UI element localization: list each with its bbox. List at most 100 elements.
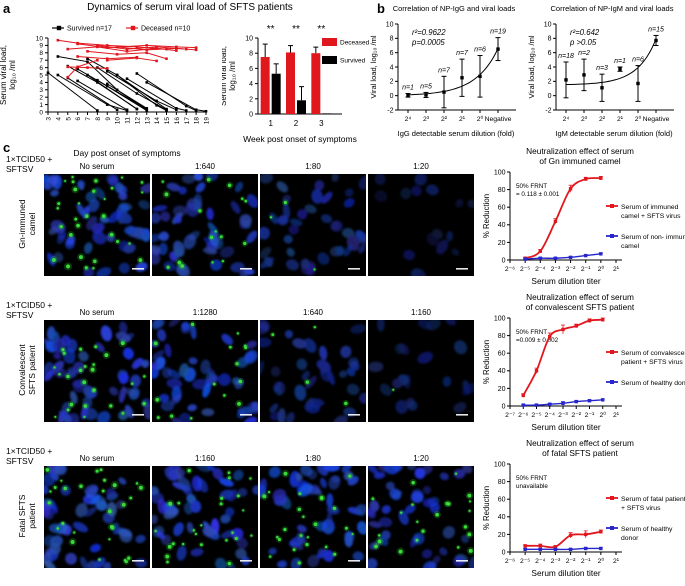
axes: -2 0 2 4 6 8 10 2⁴ 2³ 2² 2¹ 2⁰ Negative	[544, 21, 674, 123]
cell-nuclei	[374, 172, 478, 281]
x-axis-label: Week post onset of symptoms	[243, 134, 357, 144]
data-point	[618, 67, 622, 71]
svg-text:2⁻⁶: 2⁻⁶	[518, 412, 528, 419]
series-test	[523, 529, 603, 549]
cell-nuclei	[40, 173, 156, 278]
svg-text:40: 40	[498, 514, 506, 521]
fluorescence-image	[40, 173, 156, 278]
y-axis-label: Viral load, log₁₀ /ml	[369, 35, 378, 98]
fit-curve	[565, 38, 657, 86]
svg-text:2⁻⁵: 2⁻⁵	[531, 412, 541, 419]
svg-text:6: 6	[75, 117, 82, 121]
y-axis-label: % Reduction	[482, 486, 491, 530]
row-label-fatal-patient: Fatal SFTS patient	[17, 494, 37, 538]
significance-marker: **	[317, 24, 325, 35]
legend: Deceased Survived	[322, 38, 370, 65]
infected-foci	[370, 471, 475, 556]
n-label: n=6	[632, 57, 644, 64]
chart-title: of convalescent SFTS patient	[526, 302, 635, 312]
svg-text:0: 0	[249, 112, 253, 119]
n-label: n=1	[402, 85, 414, 92]
fluorescence-image	[147, 460, 263, 572]
n-label: n=2	[578, 50, 590, 57]
svg-text:6: 6	[39, 65, 43, 72]
svg-text:2¹: 2¹	[613, 266, 620, 273]
scale-bar	[240, 268, 252, 270]
bar	[260, 57, 270, 114]
data-point	[478, 74, 482, 79]
row-label-gn-immuned-camel: Gn-immuned camel	[17, 199, 37, 249]
svg-text:80: 80	[498, 333, 506, 340]
chart-title: of fatal SFTS patient	[542, 448, 618, 458]
svg-text:2: 2	[390, 79, 394, 86]
svg-text:13: 13	[144, 117, 151, 125]
legend-label: camel	[621, 243, 640, 250]
svg-text:3: 3	[319, 119, 324, 128]
svg-text:5: 5	[65, 117, 72, 121]
chart-title: Correlation of NP-IgM and viral loads	[551, 4, 674, 13]
svg-text:8: 8	[39, 50, 43, 57]
fluorescence-micrograph	[367, 316, 477, 422]
svg-text:2⁰: 2⁰	[477, 115, 484, 123]
data-point	[582, 73, 586, 77]
svg-text:2⁴: 2⁴	[405, 116, 412, 123]
frnt-annotation: unavailable	[516, 483, 548, 490]
p-value: p=0.0005	[411, 38, 445, 47]
scale-bar	[132, 560, 144, 562]
svg-text:0: 0	[548, 93, 552, 100]
svg-text:0: 0	[39, 109, 43, 116]
frnt-annotation: 50% FRNT	[516, 183, 547, 190]
fluorescence-image	[254, 319, 370, 428]
svg-text:0: 0	[502, 549, 506, 556]
r-squared: r²=0.642	[570, 28, 600, 37]
svg-text:10: 10	[544, 21, 552, 28]
chart-title: of Gn immuned camel	[539, 156, 620, 166]
svg-text:40: 40	[498, 368, 506, 375]
significance-marker: **	[292, 24, 300, 35]
svg-text:18: 18	[194, 117, 201, 125]
infected-foci	[151, 320, 249, 421]
cell-nuclei	[362, 460, 479, 575]
svg-text:-2: -2	[545, 107, 551, 114]
svg-text:6: 6	[390, 50, 394, 57]
data-point	[654, 38, 658, 43]
b_igg-plot: Correlation of NP-IgG and viral loads -2 0…	[369, 4, 516, 138]
legend-label: camel + SFTS virus	[621, 213, 681, 220]
svg-text:0: 0	[502, 403, 506, 410]
axes: 0 20 40 60 80 100 2⁻⁷ 2⁻⁶ 2⁻⁵ 2⁻⁴ 2⁻³ 2⁻² 2⁻¹ 2⁰ 2¹	[494, 315, 622, 419]
svg-text:0: 0	[390, 93, 394, 100]
data-point	[460, 76, 464, 80]
bar	[286, 52, 295, 114]
dilution-label: 1:80	[305, 454, 321, 463]
frnt-annotation: = 0.118 ± 0.001	[516, 191, 560, 198]
series-control	[523, 252, 603, 261]
a-bar-chart: 0 2 4 6 8 10 Serum viral load,log₁₀ /ml 1 ** 2 ** 3…	[219, 24, 370, 144]
n-label: n=7	[438, 67, 451, 74]
legend-label: donor	[621, 535, 639, 542]
scale-bar	[240, 560, 252, 562]
legend-label: patient + SFTS virus	[621, 359, 683, 366]
dilution-label: 1:640	[194, 162, 216, 171]
svg-text:2⁻¹: 2⁻¹	[581, 266, 591, 273]
infected-foci	[260, 469, 355, 567]
svg-text:2⁻⁴: 2⁻⁴	[535, 558, 545, 565]
dilution-label: 1:20	[413, 454, 429, 463]
svg-text:Negative: Negative	[643, 116, 670, 123]
svg-text:2⁻⁶: 2⁻⁶	[505, 266, 515, 273]
scale-bar	[132, 268, 144, 270]
svg-text:8: 8	[95, 117, 102, 121]
legend-label: Serum of fatal patient	[621, 496, 685, 503]
b_igm-plot: Correlation of NP-IgM and viral loads -2 0…	[527, 4, 674, 138]
svg-text:10: 10	[36, 35, 44, 42]
svg-text:19: 19	[204, 117, 211, 125]
neutralization-chart-gn-camel: Neutralization effect of serum of Gn immu…	[480, 142, 685, 299]
cell-nuclei	[146, 315, 261, 427]
series-test	[521, 317, 605, 398]
dilution-label: No serum	[79, 162, 115, 171]
chart-title: Correlation of NP-IgG and viral loads	[393, 4, 516, 13]
svg-text:100: 100	[494, 461, 506, 468]
svg-text:2⁰: 2⁰	[598, 557, 605, 565]
